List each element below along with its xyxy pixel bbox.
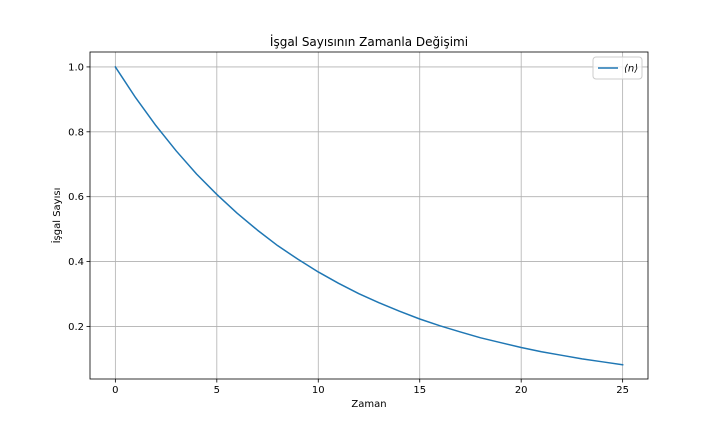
legend: ⟨n⟩ (592, 56, 643, 80)
series-line (114, 65, 624, 366)
x-tick-label: 10 (312, 385, 325, 396)
series-layer (114, 65, 624, 366)
y-tick-label: 0.2 (68, 322, 84, 333)
x-tick-label: 25 (616, 385, 629, 396)
y-tick-label: 0.4 (68, 257, 84, 268)
plot-area-frame (89, 51, 649, 380)
x-tick-label: 15 (413, 385, 426, 396)
legend-label: ⟨n⟩ (624, 64, 638, 75)
grid-lines (90, 52, 648, 379)
x-tick-label: 20 (515, 385, 528, 396)
y-axis-label: İşgal Sayısı (50, 188, 63, 244)
y-tick-label: 0.6 (68, 192, 84, 203)
x-axis-ticks: 0 5 10 15 20 25 (112, 379, 629, 396)
chart-title: İşgal Sayısının Zamanla Değişimi (270, 34, 468, 49)
y-tick-label: 0.8 (68, 127, 84, 138)
y-tick-label: 1.0 (68, 62, 84, 73)
x-tick-label: 0 (112, 385, 118, 396)
x-tick-label: 5 (214, 385, 220, 396)
x-axis-label: Zaman (351, 399, 386, 410)
y-axis-ticks: 0.2 0.4 0.6 0.8 1.0 (68, 62, 90, 333)
